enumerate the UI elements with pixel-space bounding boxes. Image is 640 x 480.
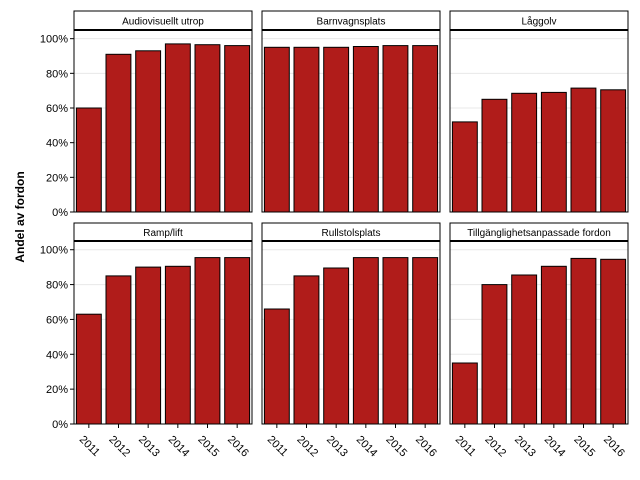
y-tick-label: 40% <box>46 138 68 150</box>
x-tick-label: 2015 <box>383 434 409 460</box>
y-tick-label: 20% <box>46 384 68 396</box>
y-axis-label: Andel av fordon <box>13 171 27 262</box>
x-tick-label: 2014 <box>542 434 568 460</box>
bar <box>164 265 191 425</box>
bar <box>352 46 379 213</box>
bar <box>323 46 350 213</box>
bar <box>570 87 597 213</box>
chart-panels: Audiovisuellt utrop 0% 20% 40% 60% 80% 100% Bar… <box>40 10 629 460</box>
x-tick-label: 2014 <box>166 434 192 460</box>
bar <box>412 45 439 213</box>
x-tick-label: 2011 <box>77 434 102 459</box>
x-tick-label: 2014 <box>354 434 380 460</box>
x-tick-label: 2012 <box>106 434 132 460</box>
bar <box>382 45 409 213</box>
panel-title: Barnvagnsplats <box>317 17 386 28</box>
panel-5: Rullstolsplats 2011 2012 2013 2014 2015 2016 <box>261 222 441 460</box>
bar <box>75 313 102 425</box>
y-tick-label: 0% <box>52 207 68 219</box>
bar <box>352 257 379 425</box>
bar <box>540 265 567 425</box>
x-tick-label: 2012 <box>294 434 320 460</box>
bar <box>105 53 132 213</box>
panel-title: Rullstolsplats <box>322 228 381 239</box>
y-tick-label: 100% <box>40 245 68 257</box>
bar <box>511 274 538 425</box>
x-tick-label: 2011 <box>453 434 478 459</box>
bar <box>382 257 409 425</box>
y-tick-label: 0% <box>52 419 68 431</box>
y-tick-label: 100% <box>40 34 68 46</box>
x-tick-label: 2013 <box>136 434 162 460</box>
bar <box>600 258 627 425</box>
x-tick-label: 2016 <box>225 434 251 460</box>
bar <box>75 107 102 213</box>
y-tick-label: 80% <box>46 68 68 80</box>
y-tick-label: 80% <box>46 280 68 292</box>
x-tick-label: 2013 <box>512 434 538 460</box>
bar <box>263 46 290 213</box>
bar <box>105 275 132 425</box>
y-tick-label: 60% <box>46 314 68 326</box>
panel-1: Audiovisuellt utrop 0% 20% 40% 60% 80% 100% <box>40 10 253 219</box>
bar <box>293 46 320 213</box>
bar <box>224 257 251 425</box>
x-tick-label: 2012 <box>482 434 508 460</box>
y-tick-label: 40% <box>46 349 68 361</box>
x-tick-label: 2016 <box>413 434 439 460</box>
panel-title: Tillgänglighetsanpassade fordon <box>467 228 611 239</box>
y-tick-label: 20% <box>46 172 68 184</box>
bar <box>135 266 162 425</box>
bar <box>164 43 191 213</box>
panel-title: Låggolv <box>521 16 556 28</box>
bar <box>263 308 290 425</box>
x-tick-label: 2015 <box>195 434 221 460</box>
bar <box>570 257 597 425</box>
panel-title: Ramp/lift <box>143 228 183 239</box>
panel-2: Barnvagnsplats <box>261 10 441 213</box>
x-tick-label: 2015 <box>571 434 597 460</box>
bar <box>293 275 320 425</box>
bar <box>194 257 221 425</box>
bar <box>194 44 221 213</box>
bar <box>511 92 538 213</box>
panel-3: Låggolv <box>449 10 629 213</box>
bar <box>224 45 251 213</box>
bar <box>451 362 478 425</box>
x-tick-label: 2013 <box>324 434 350 460</box>
bar <box>600 89 627 213</box>
y-tick-label: 60% <box>46 103 68 115</box>
x-tick-label: 2016 <box>601 434 627 460</box>
bar <box>451 121 478 213</box>
panel-title: Audiovisuellt utrop <box>122 17 204 28</box>
bar <box>412 257 439 425</box>
x-tick-label: 2011 <box>265 434 290 459</box>
bar <box>481 98 508 213</box>
bar <box>323 267 350 425</box>
bar <box>481 284 508 425</box>
bar <box>540 91 567 213</box>
bar <box>135 50 162 213</box>
